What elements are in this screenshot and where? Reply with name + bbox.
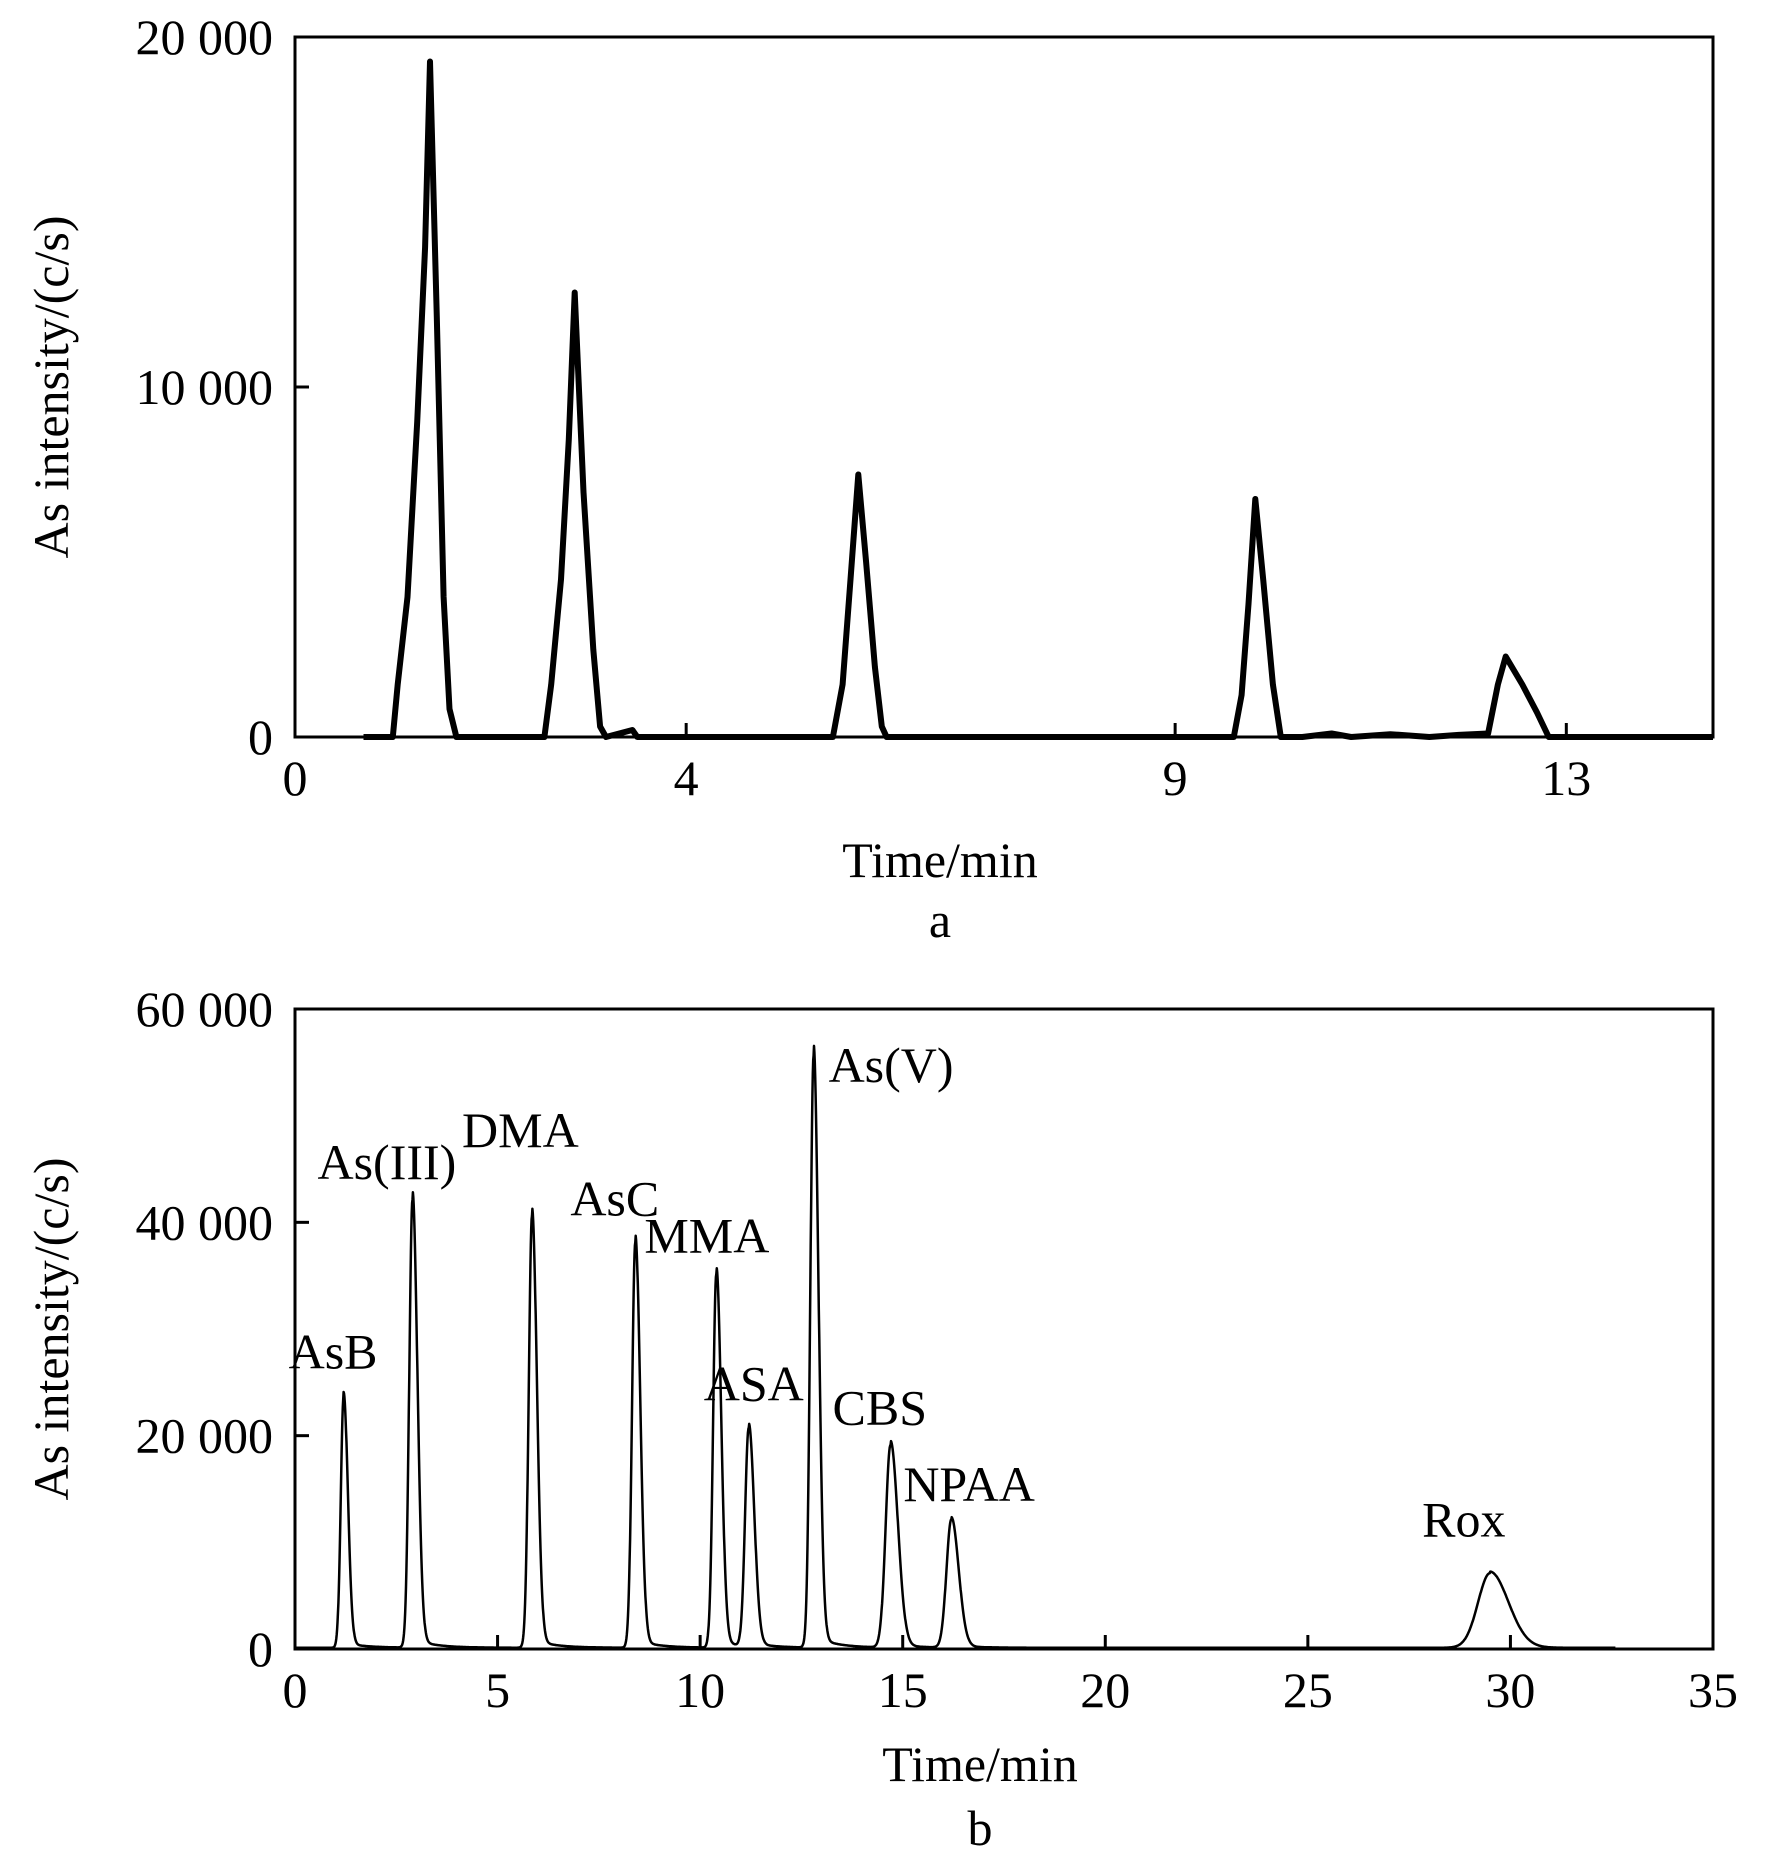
- panel-b-y-axis: 0 20 000 40 000 60 000: [136, 981, 309, 1677]
- peak-label: MMA: [644, 1208, 769, 1264]
- chromatogram-line: [363, 58, 1713, 740]
- peak-label: As(III): [317, 1134, 456, 1190]
- panel-b-y-axis-title: As intensity/(c/s): [23, 1157, 79, 1500]
- x-tick-label: 0: [283, 1662, 308, 1718]
- y-tick-label: 60 000: [136, 981, 274, 1037]
- y-tick-label: 0: [248, 709, 273, 765]
- peak-label: ASA: [704, 1355, 804, 1411]
- x-tick-label: 4: [674, 750, 699, 806]
- peak-label: Rox: [1422, 1491, 1505, 1547]
- panel-a-frame: [293, 35, 1715, 739]
- x-tick-label: 20: [1080, 1662, 1130, 1718]
- panel-b-series: [294, 1044, 1617, 1649]
- peak-label: DMA: [462, 1102, 579, 1158]
- y-tick-label: 40 000: [136, 1194, 274, 1250]
- panel-b-label: b: [968, 1800, 993, 1856]
- panel-b-x-axis: 0 5 10 15 20 25 30 35: [283, 1635, 1738, 1718]
- x-tick-label: 0: [283, 750, 308, 806]
- x-tick-label: 5: [485, 1662, 510, 1718]
- y-tick-label: 20 000: [136, 9, 274, 65]
- peak-label: AsC: [570, 1171, 659, 1227]
- y-tick-label: 10 000: [136, 359, 274, 415]
- x-tick-label: 30: [1485, 1662, 1535, 1718]
- x-tick-label: 15: [878, 1662, 928, 1718]
- panel-a-label: a: [929, 892, 951, 948]
- chromatogram-line: [294, 1044, 1617, 1649]
- peak-label: NPAA: [903, 1456, 1035, 1512]
- panel-a-series: [363, 58, 1713, 740]
- peak-label: CBS: [833, 1379, 928, 1435]
- panel-a-x-axis: 0 4 9 13: [283, 723, 1591, 806]
- x-tick-label: 35: [1688, 1662, 1738, 1718]
- panel-b-frame: [293, 1007, 1715, 1651]
- x-tick-label: 13: [1541, 750, 1591, 806]
- x-tick-label: 9: [1163, 750, 1188, 806]
- y-tick-label: 0: [248, 1621, 273, 1677]
- x-tick-label: 25: [1283, 1662, 1333, 1718]
- y-tick-label: 20 000: [136, 1408, 274, 1464]
- panel-a-x-axis-title: Time/min: [842, 832, 1037, 888]
- panel-a-y-axis-title: As intensity/(c/s): [23, 215, 79, 558]
- peak-label: As(V): [829, 1037, 954, 1093]
- panel-b-x-axis-title: Time/min: [882, 1736, 1077, 1792]
- peak-label: AsB: [289, 1323, 378, 1379]
- chart-panel-a: 0 4 9 13 0 10 000 20 000 Time/min As intensit…: [23, 9, 1715, 948]
- x-tick-label: 10: [675, 1662, 725, 1718]
- panel-a-y-axis: 0 10 000 20 000: [136, 9, 309, 765]
